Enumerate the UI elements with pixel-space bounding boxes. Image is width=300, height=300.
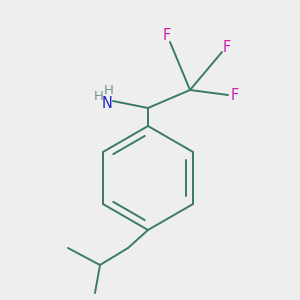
Text: F: F (223, 40, 231, 55)
Text: N: N (102, 95, 112, 110)
Text: H: H (94, 91, 104, 103)
Text: F: F (231, 88, 239, 103)
Text: H: H (104, 85, 114, 98)
Text: F: F (163, 28, 171, 43)
